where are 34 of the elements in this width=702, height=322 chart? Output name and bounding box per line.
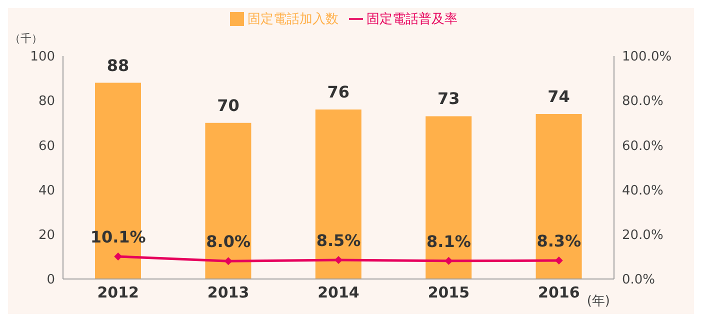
bar bbox=[315, 110, 362, 279]
y2-tick-label: 40.0% bbox=[622, 183, 664, 198]
y2-tick-label: 100.0% bbox=[622, 50, 672, 65]
data-label: 70 bbox=[217, 96, 240, 115]
data-label: 8.0% bbox=[206, 232, 250, 252]
data-label: 8.3% bbox=[536, 231, 582, 250]
legend-label: 固定電話普及率 bbox=[366, 12, 458, 27]
y-axis-title: （千） bbox=[10, 32, 42, 45]
y-tick-label: 40 bbox=[38, 183, 55, 198]
bar bbox=[205, 122, 252, 279]
data-label: 73 bbox=[437, 89, 460, 108]
y2-tick-label: 0.0% bbox=[622, 272, 656, 288]
bar bbox=[536, 114, 582, 279]
data-label: 8.1% bbox=[426, 232, 471, 251]
data-label: 8.5% bbox=[316, 231, 361, 250]
data-label: 88 bbox=[106, 56, 130, 75]
y2-tick-label: 60.0% bbox=[622, 138, 664, 154]
data-label: 76 bbox=[327, 82, 350, 102]
y-tick-label: 60 bbox=[38, 138, 55, 154]
bar bbox=[426, 116, 472, 279]
x-tick-label: 2013 bbox=[207, 284, 250, 302]
x-tick-label: 2015 bbox=[428, 284, 470, 302]
y2-tick-label: 20.0% bbox=[622, 228, 664, 244]
x-tick-label: 2016 bbox=[538, 284, 580, 302]
x-axis-title: (年) bbox=[586, 294, 610, 309]
y-tick-label: 0 bbox=[46, 272, 55, 288]
x-tick-label: 2012 bbox=[97, 284, 139, 302]
y-tick-label: 80 bbox=[38, 94, 55, 110]
legend-label: 固定電話加入数 bbox=[248, 12, 338, 27]
x-tick-label: 2014 bbox=[318, 284, 360, 302]
y-tick-label: 20 bbox=[38, 228, 55, 244]
data-label: 74 bbox=[548, 86, 570, 106]
y2-tick-label: 80.0% bbox=[622, 94, 664, 110]
y-tick-label: 100 bbox=[30, 50, 55, 65]
